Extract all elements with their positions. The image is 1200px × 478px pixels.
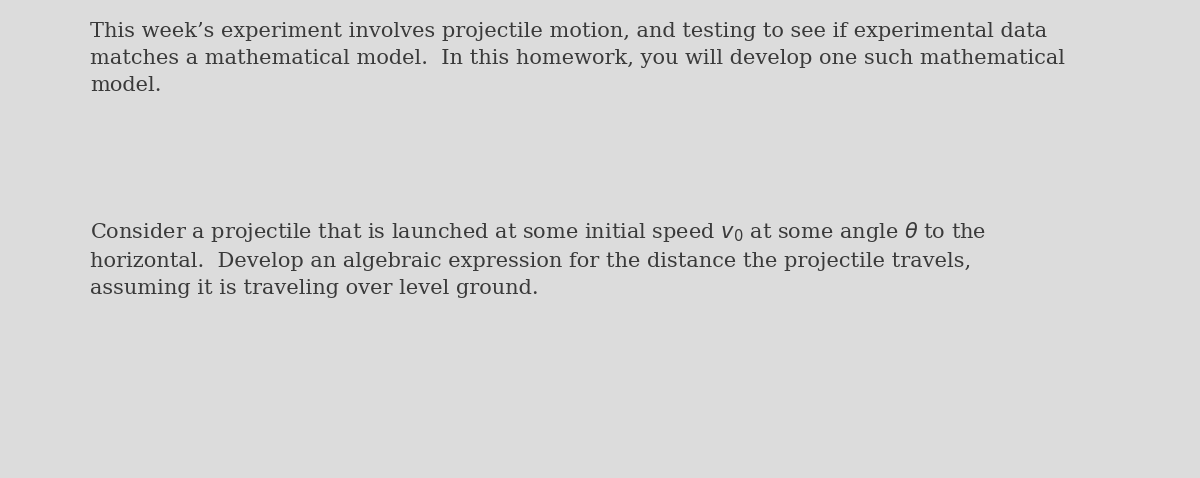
Text: Consider a projectile that is launched at some initial speed $v_0$ at some angle: Consider a projectile that is launched a… [90,220,986,298]
Text: This week’s experiment involves projectile motion, and testing to see if experim: This week’s experiment involves projecti… [90,22,1066,95]
